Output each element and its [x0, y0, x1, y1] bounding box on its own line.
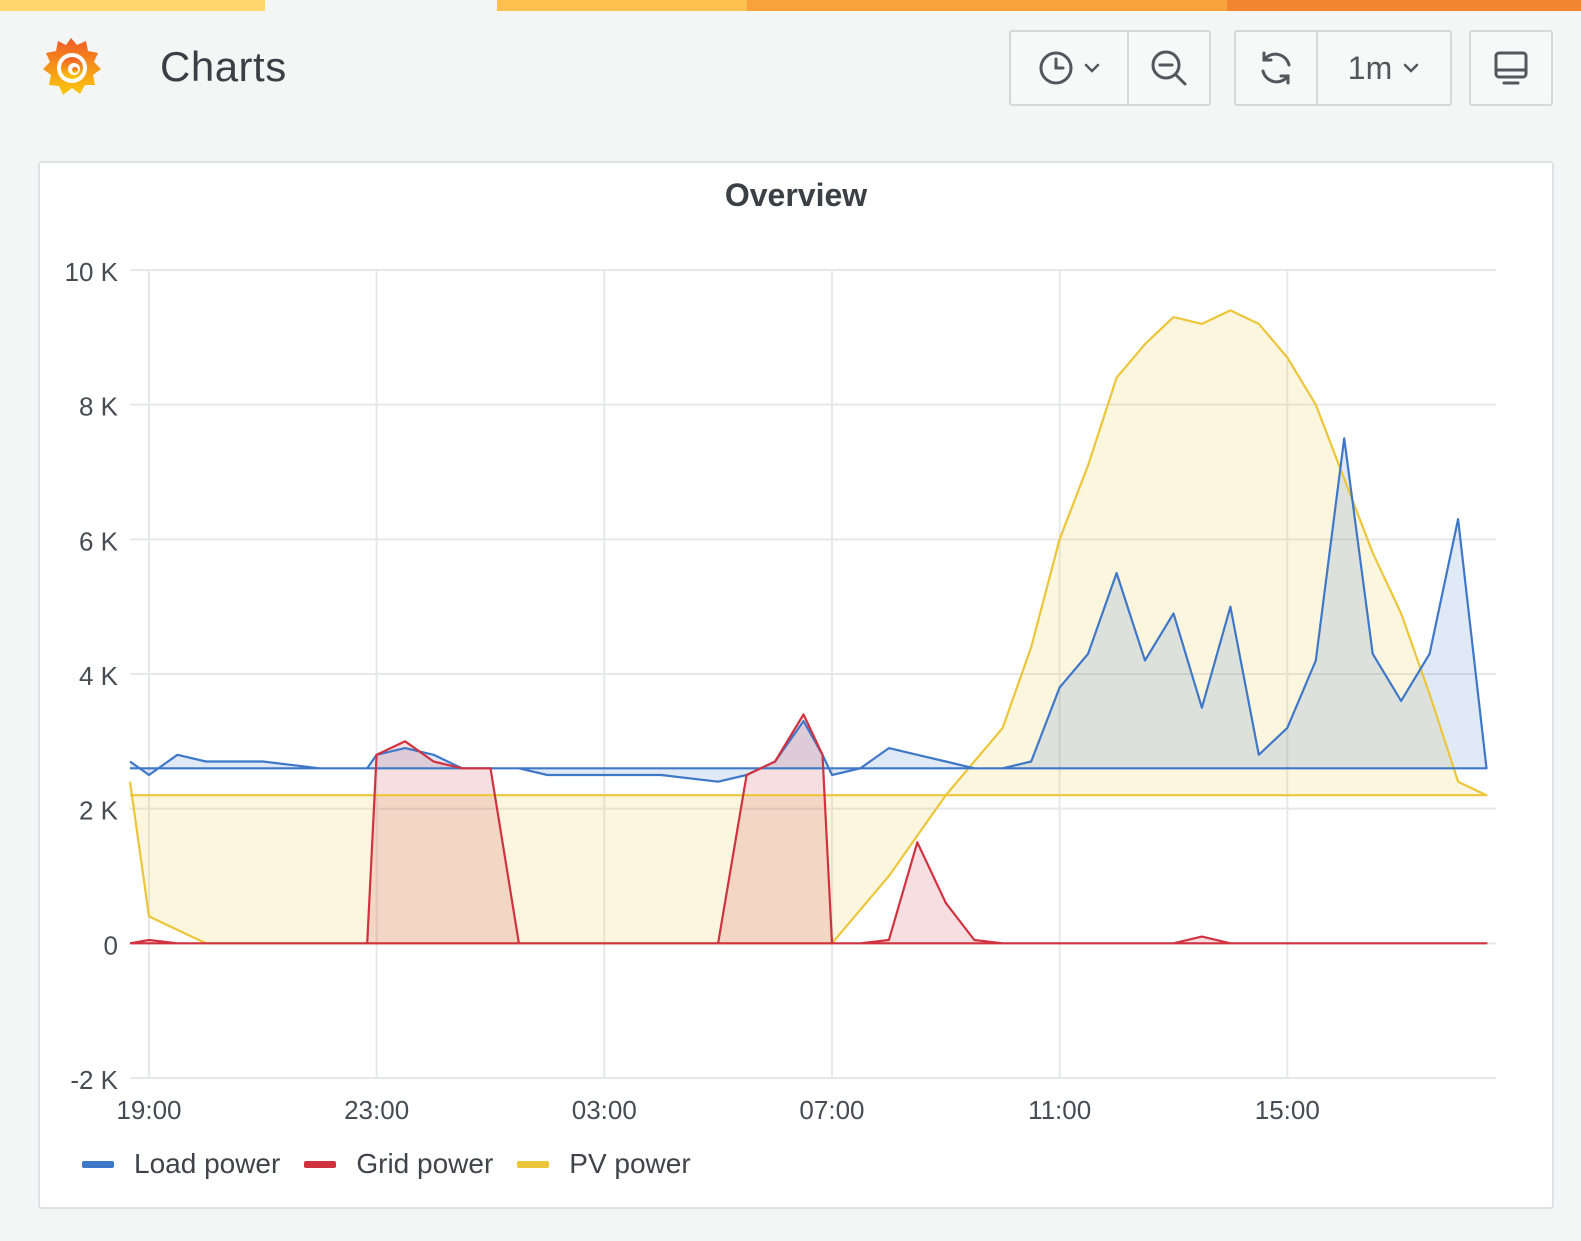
zoom-out-button[interactable] [1127, 32, 1209, 104]
x-axis: 19:00 23:00 03:00 07:00 11:00 15:00 [116, 1095, 1319, 1125]
y-tick-label: 8 K [79, 392, 119, 422]
y-tick-label: 2 K [79, 796, 119, 826]
legend-label: PV power [569, 1148, 691, 1179]
y-tick-label: 0 [104, 930, 118, 960]
y-tick-label: -2 K [70, 1065, 118, 1095]
legend-swatch [82, 1160, 114, 1168]
overview-chart[interactable]: 10 K 8 K 6 K 4 K 2 K 0 -2 K 19:00 23:00 03:00 07:… [40, 163, 1552, 1207]
legend-swatch [304, 1160, 337, 1168]
load-power-line [129, 437, 1488, 783]
dashboard-title: Charts [160, 43, 287, 90]
dashboard-header: Charts 1m [0, 11, 1581, 131]
refresh-interval-picker[interactable]: 1m [1316, 32, 1450, 104]
legend-label: Load power [134, 1148, 281, 1179]
x-tick-label: 15:00 [1255, 1095, 1320, 1125]
legend-item-load-power[interactable]: Load power [82, 1148, 280, 1180]
y-tick-label: 6 K [79, 526, 119, 556]
legend-label: Grid power [356, 1148, 494, 1179]
grid-power-line [129, 713, 1488, 945]
loading-bar [0, 0, 1581, 11]
x-tick-label: 23:00 [344, 1095, 409, 1125]
zoom-out-icon [1149, 48, 1189, 88]
time-picker-button[interactable] [1011, 32, 1127, 104]
time-controls [1009, 30, 1211, 106]
y-axis: 10 K 8 K 6 K 4 K 2 K 0 -2 K [65, 257, 119, 1095]
chart-lines [128, 309, 1488, 945]
refresh-button[interactable] [1236, 32, 1316, 104]
chevron-down-icon [1083, 62, 1101, 74]
chart-legend: Load power Grid power PV power [82, 1148, 715, 1180]
x-tick-label: 19:00 [116, 1095, 181, 1125]
x-tick-label: 03:00 [572, 1095, 637, 1125]
grafana-logo-icon[interactable] [38, 35, 104, 101]
y-tick-label: 4 K [79, 661, 119, 691]
monitor-icon [1491, 48, 1531, 88]
x-tick-label: 11:00 [1028, 1095, 1091, 1125]
grid-power-area [130, 714, 1487, 944]
refresh-icon [1256, 48, 1296, 88]
legend-item-grid-power[interactable]: Grid power [304, 1148, 493, 1180]
refresh-controls: 1m [1234, 30, 1452, 106]
view-mode-button[interactable] [1471, 32, 1551, 104]
clock-icon [1037, 49, 1075, 87]
refresh-interval-label: 1m [1347, 49, 1393, 86]
x-tick-label: 07:00 [799, 1095, 864, 1125]
view-mode-controls [1469, 30, 1553, 106]
legend-swatch [517, 1160, 550, 1168]
pv-power-area [130, 310, 1487, 944]
y-tick-label: 10 K [65, 257, 119, 287]
panel-title: Overview [724, 177, 868, 213]
legend-item-pv-power[interactable]: PV power [517, 1148, 691, 1180]
chevron-down-icon [1402, 62, 1420, 74]
overview-panel[interactable]: Overview 10 K 8 K 6 K 4 K 2 K 0 -2 K 19:00 23:0… [38, 161, 1554, 1209]
